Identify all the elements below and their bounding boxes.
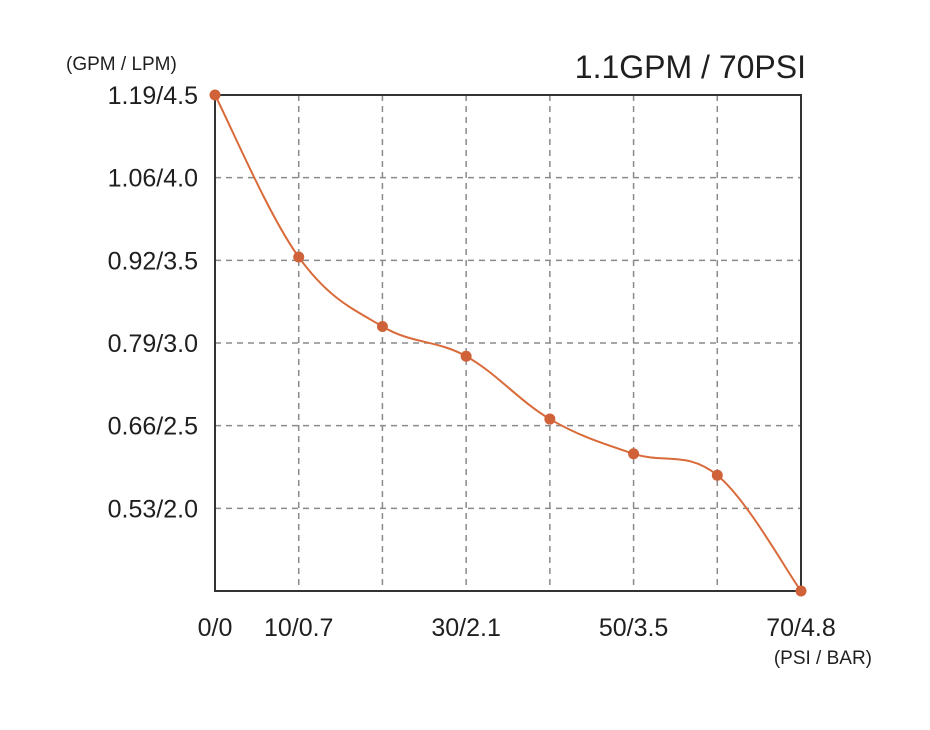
- grid-layer: [215, 95, 801, 591]
- data-point-marker: [209, 89, 221, 101]
- data-point-marker: [460, 350, 472, 362]
- y-tick-label: 1.19/4.5: [108, 82, 198, 110]
- x-tick-labels: 0/0 10/0.7 30/2.1 50/3.5 70/4.8: [198, 614, 836, 642]
- y-tick-labels: 1.19/4.5 1.06/4.0 0.92/3.5 0.79/3.0 0.66/2.5…: [108, 82, 198, 523]
- plot-frame: [214, 94, 802, 592]
- y-tick-label: 0.53/2.0: [108, 495, 198, 523]
- data-point-marker: [795, 585, 807, 597]
- chart-title: 1.1GPM / 70PSI: [575, 49, 806, 85]
- x-tick-label: 70/4.8: [766, 614, 836, 642]
- y-tick-label: 0.92/3.5: [108, 247, 198, 275]
- data-point-marker: [628, 448, 640, 460]
- x-axis-unit-label: (PSI / BAR): [774, 648, 872, 669]
- data-point-marker: [544, 413, 556, 425]
- x-tick-label: 0/0: [198, 614, 233, 642]
- x-tick-label: 10/0.7: [264, 614, 334, 642]
- data-point-marker: [376, 320, 388, 332]
- x-tick-label: 50/3.5: [599, 614, 669, 642]
- marker-layer: [209, 89, 807, 597]
- y-tick-label: 0.66/2.5: [108, 413, 198, 441]
- y-tick-label: 1.06/4.0: [108, 165, 198, 193]
- data-point-marker: [711, 469, 723, 481]
- y-tick-label: 0.79/3.0: [108, 330, 198, 358]
- x-tick-label: 30/2.1: [431, 614, 501, 642]
- y-axis-unit-label: (GPM / LPM): [66, 54, 177, 75]
- data-point-marker: [293, 251, 305, 263]
